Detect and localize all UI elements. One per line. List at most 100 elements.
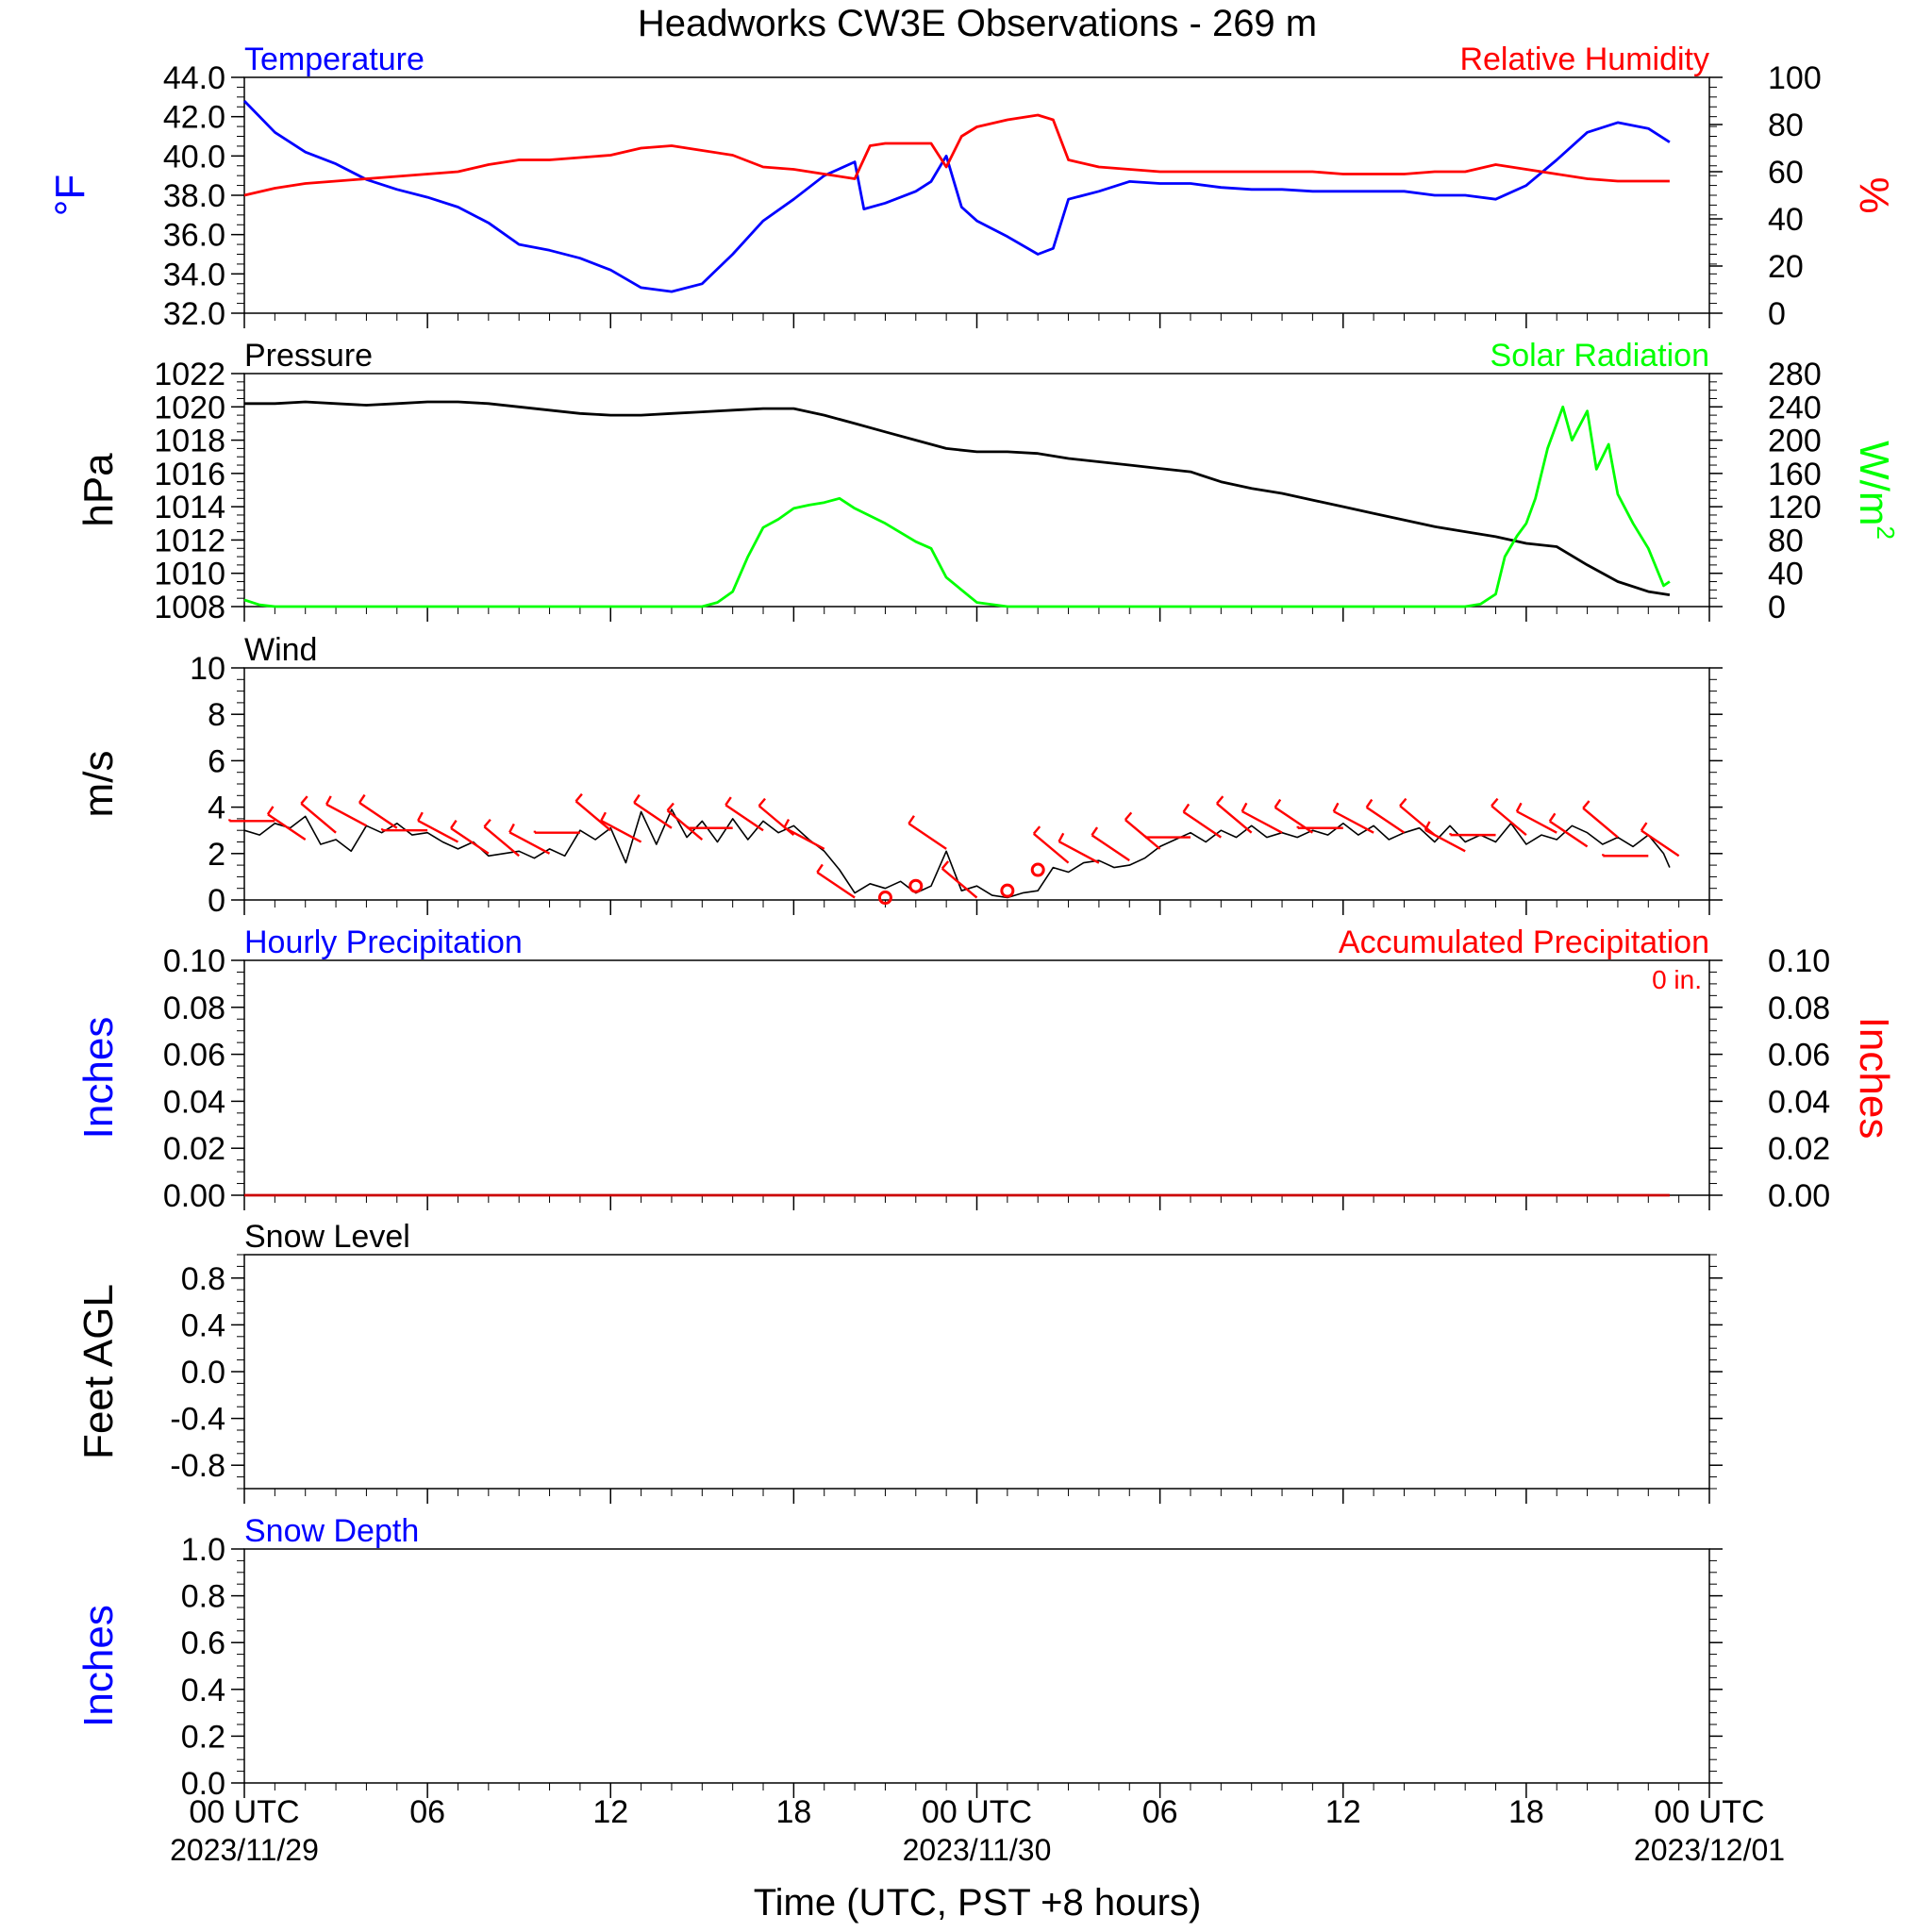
y-tick-label: 0.00 (163, 1178, 225, 1214)
y-tick-label: 0.8 (181, 1261, 225, 1297)
wind-barb (358, 801, 398, 829)
x-tick-date: 2023/12/01 (1634, 1833, 1785, 1867)
y-tick-label: 1010 (154, 557, 225, 592)
y-tick-label-right: 20 (1768, 249, 1804, 285)
wind-barb-flag (666, 802, 675, 811)
y-axis-title-left: m/s (75, 751, 122, 818)
wind-barb-flag (1332, 802, 1340, 812)
wind-barb (1216, 802, 1253, 834)
y-tick-label: 0.02 (163, 1131, 225, 1167)
y-tick-label-right: 160 (1768, 457, 1822, 492)
wind-calm-circle (1030, 862, 1045, 877)
wind-barb-flag (783, 818, 791, 828)
y-tick-label: 1022 (154, 357, 225, 392)
series-line-wind (243, 808, 1671, 899)
y-tick-label-right: 40 (1768, 557, 1804, 592)
panel-0: Temperature Relative Humidity 32.0 34.036.0… (47, 42, 1897, 332)
wind-barb (300, 802, 337, 834)
wind-barb (417, 819, 459, 843)
wind-barb (508, 831, 551, 855)
y-tick-label: 1012 (154, 523, 225, 558)
wind-barb-flag (1399, 797, 1407, 808)
x-tick-date: 2023/11/30 (903, 1833, 1052, 1867)
y-tick-label-right: 120 (1768, 490, 1822, 525)
wind-barb (1124, 819, 1161, 850)
panel-title-left: Pressure (244, 338, 373, 374)
accumulation-annotation: 0 in. (1652, 965, 1702, 994)
y-tick-label: -0.4 (170, 1402, 225, 1438)
y-tick-label: 0 (208, 883, 225, 919)
x-tick-label: 18 (1508, 1794, 1544, 1830)
wind-barb (908, 823, 947, 850)
wind-barb-flag (300, 795, 308, 805)
y-tick-label: 8 (208, 697, 225, 733)
wind-barb-flag (1182, 803, 1191, 813)
x-tick-label: 00 UTC (189, 1794, 299, 1830)
y-tick-label-right: 0 (1768, 296, 1786, 332)
y-tick-label: 0.0 (181, 1766, 225, 1802)
series-line-pressure (244, 400, 1671, 596)
panel-frame (243, 76, 1710, 314)
wind-barb-flag (816, 863, 824, 874)
y-tick-label-right: 0.02 (1768, 1131, 1830, 1167)
wind-barb (450, 826, 490, 855)
panel-2: Wind 0 2 4 6 8 10 m/s (75, 632, 1723, 919)
wind-barb (666, 809, 704, 841)
y-tick-label: 1008 (154, 590, 225, 625)
panel-frame (243, 959, 1710, 1196)
wind-barb-flag (1640, 822, 1648, 832)
wind-barb-flag (1032, 825, 1041, 835)
wind-barb-flag (908, 815, 915, 824)
y-tick-label-right: 0.00 (1768, 1178, 1830, 1214)
wind-barb (1549, 820, 1589, 848)
panel-frame (243, 1548, 1710, 1784)
y-tick-label: 0.0 (181, 1355, 225, 1391)
wind-barb (1033, 832, 1070, 864)
wind-calm-circle (908, 878, 924, 893)
y-tick-label: 6 (208, 743, 225, 779)
wind-barb (600, 819, 642, 843)
y-tick-label: 42.0 (163, 100, 225, 136)
panel-4: Snow Level -0.8 -0.4 0.0 0.4 0.8 Feet AGL (75, 1219, 1723, 1504)
panel-title-right: Accumulated Precipitation (1339, 924, 1709, 960)
wind-barb-flag (1124, 811, 1133, 821)
wind-barb-flag (1274, 798, 1282, 808)
wind-barb-flag (1365, 798, 1374, 808)
y-tick-label: 0.04 (163, 1084, 225, 1120)
wind-barb-flag (483, 818, 491, 828)
x-axis-label: Time (UTC, PST +8 hours) (754, 1882, 1202, 1924)
y-axis-title-left: hPa (75, 453, 122, 527)
y-axis-title-left: Inches (75, 1605, 122, 1727)
wind-barb (1582, 807, 1619, 839)
panel-frame (243, 667, 1710, 901)
y-axis-title-left: Feet AGL (75, 1284, 122, 1459)
y-tick-label: 1.0 (181, 1532, 225, 1568)
wind-barb (1365, 806, 1406, 834)
y-tick-label: 0.8 (181, 1579, 225, 1615)
wind-barb (941, 867, 978, 899)
y-tick-label: 0.4 (181, 1307, 225, 1343)
chart-title: Headworks CW3E Observations - 269 m (638, 3, 1317, 44)
y-tick-label: 38.0 (163, 178, 225, 214)
wind-barb-flag (1091, 826, 1099, 837)
wind-barb (1241, 810, 1283, 834)
panel-frame (243, 373, 1710, 608)
y-tick-label: 0.06 (163, 1038, 225, 1074)
wind-barb (1641, 829, 1680, 858)
wind-calm-circle (877, 891, 892, 906)
x-tick-label: 12 (592, 1794, 628, 1830)
wind-barb-flag (1582, 800, 1591, 809)
panel-title-right: Relative Humidity (1459, 42, 1709, 77)
y-tick-label: 34.0 (163, 257, 225, 292)
y-tick-label: 40.0 (163, 139, 225, 175)
wind-barb (1058, 841, 1100, 864)
panel-title-left: Hourly Precipitation (244, 924, 523, 960)
y-tick-label-right: 60 (1768, 155, 1804, 191)
wind-barb (267, 813, 307, 841)
wind-barb-flag (358, 793, 366, 804)
series-line-relative-humidity (243, 113, 1670, 197)
y-tick-label-right: 0 (1768, 590, 1786, 625)
x-tick-label: 00 UTC (1654, 1794, 1764, 1830)
